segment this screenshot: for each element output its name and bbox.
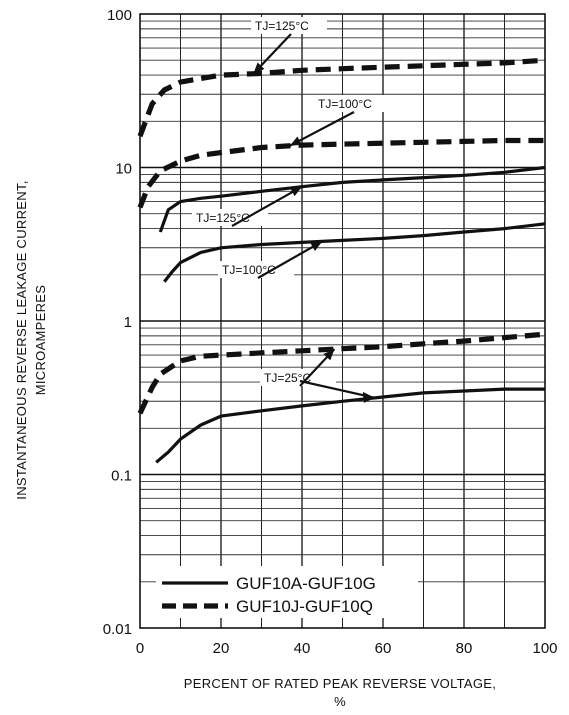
legend-box	[156, 566, 418, 618]
x-tick-label: 100	[532, 640, 557, 657]
legend-label-solid: GUF10A-GUF10G	[236, 574, 376, 593]
annotation-arrow	[231, 185, 303, 227]
annotation-label-bg	[260, 369, 336, 386]
tick-labels: 0 20 40 60 80 100 0.01 0.1 1 10 100	[103, 7, 558, 657]
annotation-arrowhead	[253, 62, 265, 74]
y-tick-label: 1	[124, 314, 132, 331]
annotation-arrow	[257, 240, 323, 279]
series-line-solid-2	[163, 222, 546, 283]
y-axis-title-line2: MICROAMPERES	[33, 285, 48, 396]
annotation-label: TJ=100°C	[318, 97, 372, 111]
plot-frame	[139, 13, 546, 629]
legend-label-dashed: GUF10J-GUF10Q	[236, 597, 373, 616]
x-tick-label: 40	[294, 640, 311, 657]
annotation-label-bg	[251, 17, 327, 34]
annotation-arrowhead	[290, 186, 302, 197]
x-tick-label: 0	[136, 640, 144, 657]
x-tick-label: 80	[456, 640, 473, 657]
series-line-dashed-4	[137, 57, 546, 138]
annotation-label-bg	[192, 209, 268, 226]
x-axis-title-line2: %	[334, 694, 346, 709]
x-axis-title-line1: PERCENT OF RATED PEAK REVERSE VOLTAGE,	[184, 676, 496, 691]
annotations: TJ=125°C TJ=100°C TJ=125°C TJ=100°C TJ=25°C	[192, 17, 390, 403]
y-tick-label: 100	[107, 7, 132, 24]
y-axis-title-line1: INSTANTANEOUS REVERSE LEAKAGE CURRENT,	[14, 180, 29, 499]
annotation-label: TJ=100°C	[222, 263, 276, 277]
major-grid	[140, 14, 545, 628]
annotation-label: TJ=25°C	[264, 371, 311, 385]
annotation-label: TJ=125°C	[255, 19, 309, 33]
y-tick-label: 0.01	[103, 621, 132, 638]
series-line-solid-3	[155, 387, 545, 464]
annotation-arrowhead	[310, 241, 323, 251]
y-tick-label: 10	[115, 161, 132, 178]
annotation-arrowhead	[323, 349, 335, 361]
y-tick-label: 0.1	[111, 468, 132, 485]
annotation-label: TJ=125°C	[196, 211, 250, 225]
annotation-arrowhead	[362, 391, 375, 403]
annotation-arrow	[299, 379, 376, 399]
series-line-dashed-6	[137, 331, 546, 415]
annotation-arrow	[289, 111, 355, 147]
x-tick-label: 20	[213, 640, 230, 657]
series-line-dashed-5	[137, 137, 545, 209]
x-tick-label: 60	[375, 640, 392, 657]
annotation-arrowhead	[289, 136, 302, 146]
legend: GUF10A-GUF10G GUF10J-GUF10Q	[156, 566, 418, 618]
annotation-label-bg	[218, 261, 294, 278]
series-layer	[137, 57, 546, 464]
annotation-label-bg	[314, 95, 390, 112]
